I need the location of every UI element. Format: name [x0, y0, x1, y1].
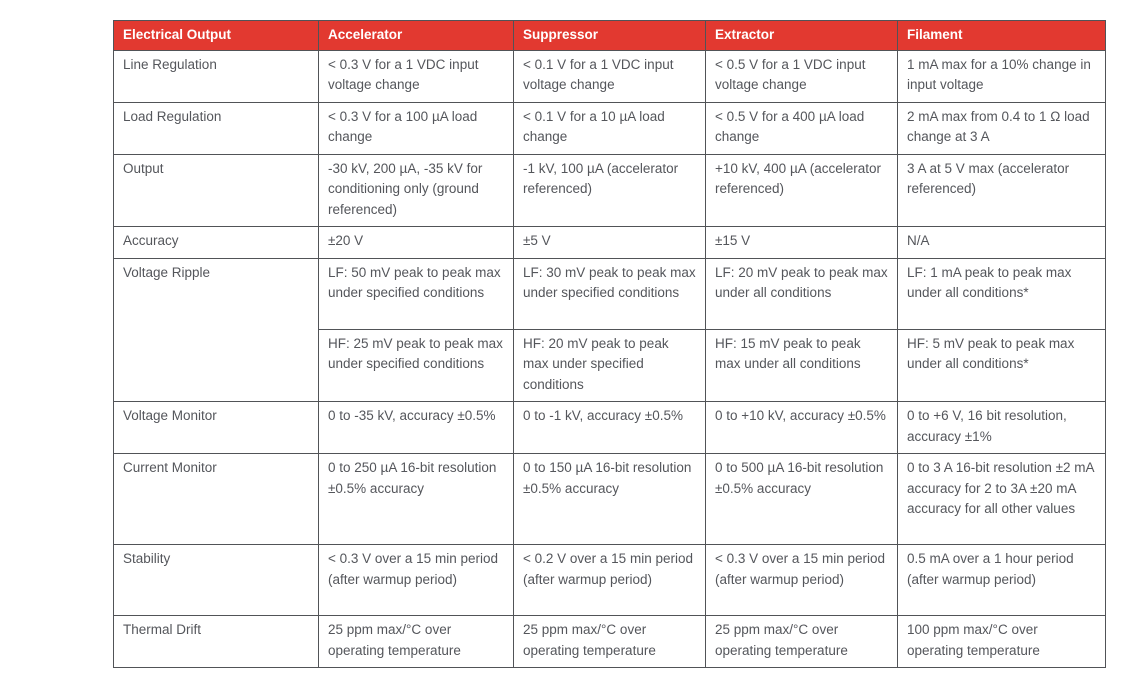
spec-cell: 25 ppm max/°C over operating temperature	[513, 615, 706, 668]
spec-cell: LF: 30 mV peak to peak max under specifi…	[513, 257, 706, 330]
spec-cell: < 0.1 V for a 1 VDC input voltage change	[513, 49, 706, 103]
table-row-voltage-ripple-hf: HF: 25 mV peak to peak max under specifi…	[114, 328, 1106, 402]
table-row-line-regulation: Line Regulation < 0.3 V for a 1 VDC inpu…	[113, 49, 1106, 103]
spec-cell: < 0.5 V for a 1 VDC input voltage change	[705, 49, 898, 103]
spec-cell: 0 to 3 A 16-bit resolution ±2 mA accurac…	[897, 453, 1106, 545]
table-row-voltage-monitor: Voltage Monitor 0 to -35 kV, accuracy ±0…	[113, 401, 1106, 454]
column-header-suppressor: Suppressor	[513, 20, 706, 51]
table-row-accuracy: Accuracy ±20 V ±5 V ±15 V N/A	[113, 226, 1106, 259]
spec-cell: HF: 20 mV peak to peak max under specifi…	[513, 328, 706, 402]
column-header-extractor: Extractor	[705, 20, 898, 51]
row-label: Voltage Monitor	[113, 401, 319, 454]
spec-cell: 1 mA max for a 10% change in input volta…	[897, 49, 1106, 103]
table-row-load-regulation: Load Regulation < 0.3 V for a 100 µA loa…	[113, 101, 1106, 155]
spec-cell: 0 to -35 kV, accuracy ±0.5%	[318, 401, 514, 454]
spec-cell: 0 to +10 kV, accuracy ±0.5%	[705, 401, 898, 454]
electrical-output-spec-table-container: Electrical Output Accelerator Suppressor…	[113, 20, 1106, 668]
spec-cell: LF: 1 mA peak to peak max under all cond…	[897, 257, 1106, 330]
spec-cell: < 0.1 V for a 10 µA load change	[513, 101, 706, 155]
spec-cell: -1 kV, 100 µA (accelerator referenced)	[513, 153, 706, 227]
spec-cell: HF: 5 mV peak to peak max under all cond…	[897, 328, 1106, 402]
spec-cell: HF: 25 mV peak to peak max under specifi…	[318, 328, 514, 402]
spec-cell: ±20 V	[318, 226, 514, 259]
spec-cell: ±5 V	[513, 226, 706, 259]
spec-cell: 25 ppm max/°C over operating temperature	[318, 615, 514, 668]
table-row-stability: Stability < 0.3 V over a 15 min period (…	[113, 544, 1106, 616]
table-row-current-monitor: Current Monitor 0 to 250 µA 16-bit resol…	[113, 453, 1106, 545]
header-row: Electrical Output Accelerator Suppressor…	[113, 20, 1106, 51]
spec-cell: 0 to 500 µA 16-bit resolution ±0.5% accu…	[705, 453, 898, 545]
row-label: Stability	[113, 544, 319, 616]
spec-cell: HF: 15 mV peak to peak max under all con…	[705, 328, 898, 402]
spec-cell: < 0.3 V over a 15 min period (after warm…	[705, 544, 898, 616]
spec-cell: < 0.3 V for a 1 VDC input voltage change	[318, 49, 514, 103]
spec-cell: 0.5 mA over a 1 hour period (after warmu…	[897, 544, 1106, 616]
spec-cell: +10 kV, 400 µA (accelerator referenced)	[705, 153, 898, 227]
spec-cell: 0 to +6 V, 16 bit resolution, accuracy ±…	[897, 401, 1106, 454]
row-label: Thermal Drift	[113, 615, 319, 668]
spec-cell: < 0.3 V over a 15 min period (after warm…	[318, 544, 514, 616]
spec-cell: 0 to -1 kV, accuracy ±0.5%	[513, 401, 706, 454]
electrical-output-spec-table: Electrical Output Accelerator Suppressor…	[113, 20, 1106, 668]
table-row-voltage-ripple-lf: Voltage Ripple LF: 50 mV peak to peak ma…	[113, 257, 1106, 402]
spec-cell: 3 A at 5 V max (accelerator referenced)	[897, 153, 1106, 227]
spec-cell: 0 to 150 µA 16-bit resolution ±0.5% accu…	[513, 453, 706, 545]
row-label: Load Regulation	[113, 101, 319, 155]
spec-cell: 2 mA max from 0.4 to 1 Ω load change at …	[897, 101, 1106, 155]
row-label: Line Regulation	[113, 49, 319, 103]
table-row-thermal-drift: Thermal Drift 25 ppm max/°C over operati…	[113, 615, 1106, 668]
row-label: Accuracy	[113, 226, 319, 259]
row-label: Output	[113, 153, 319, 227]
spec-cell: -30 kV, 200 µA, -35 kV for conditioning …	[318, 153, 514, 227]
table-row-output: Output -30 kV, 200 µA, -35 kV for condit…	[113, 153, 1106, 227]
row-label: Current Monitor	[113, 453, 319, 545]
spec-cell: < 0.2 V over a 15 min period (after warm…	[513, 544, 706, 616]
spec-cell: 25 ppm max/°C over operating temperature	[705, 615, 898, 668]
spec-cell: ±15 V	[705, 226, 898, 259]
spec-cell: < 0.3 V for a 100 µA load change	[318, 101, 514, 155]
column-header-electrical-output: Electrical Output	[113, 20, 319, 51]
column-header-filament: Filament	[897, 20, 1106, 51]
spec-cell: < 0.5 V for a 400 µA load change	[705, 101, 898, 155]
spec-cell: N/A	[897, 226, 1106, 259]
column-header-accelerator: Accelerator	[318, 20, 514, 51]
spec-cell: 0 to 250 µA 16-bit resolution ±0.5% accu…	[318, 453, 514, 545]
spec-cell: 100 ppm max/°C over operating temperatur…	[897, 615, 1106, 668]
spec-cell: LF: 20 mV peak to peak max under all con…	[705, 257, 898, 330]
row-label: Voltage Ripple	[113, 257, 319, 402]
spec-cell: LF: 50 mV peak to peak max under specifi…	[318, 257, 514, 330]
